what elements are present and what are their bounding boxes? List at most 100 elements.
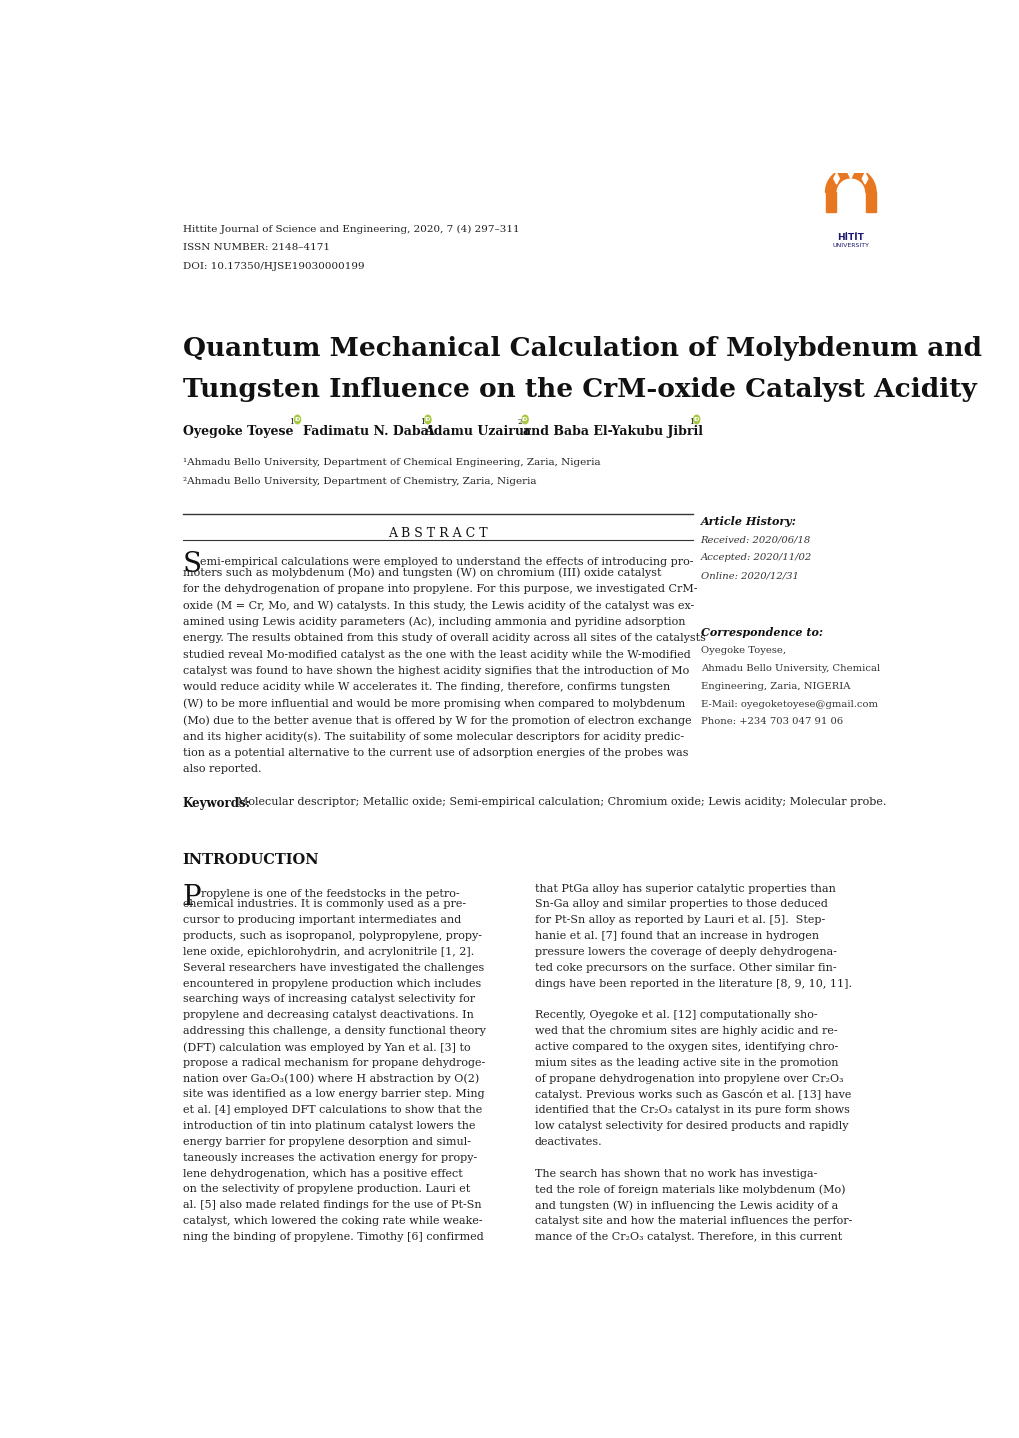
Text: wed that the chromium sites are highly acidic and re-: wed that the chromium sites are highly a… xyxy=(534,1027,837,1037)
Text: deactivates.: deactivates. xyxy=(534,1137,601,1148)
Text: 1: 1 xyxy=(688,418,693,427)
Text: Article History:: Article History: xyxy=(700,516,796,526)
Text: Several researchers have investigated the challenges: Several researchers have investigated th… xyxy=(182,963,484,974)
Text: 1: 1 xyxy=(420,418,425,427)
Text: searching ways of increasing catalyst selectivity for: searching ways of increasing catalyst se… xyxy=(182,995,475,1005)
Text: Oyegoke Toyese,: Oyegoke Toyese, xyxy=(700,647,785,656)
Text: Oyegoke Toyese: Oyegoke Toyese xyxy=(182,426,293,439)
Circle shape xyxy=(294,416,301,424)
Text: Correspondence to:: Correspondence to: xyxy=(700,627,821,637)
Text: A B S T R A C T: A B S T R A C T xyxy=(387,526,487,539)
Text: catalyst. Previous works such as Gascón et al. [13] have: catalyst. Previous works such as Gascón … xyxy=(534,1090,850,1100)
Text: for Pt-Sn alloy as reported by Lauri et al. [5].  Step-: for Pt-Sn alloy as reported by Lauri et … xyxy=(534,916,824,925)
Text: introduction of tin into platinum catalyst lowers the: introduction of tin into platinum cataly… xyxy=(182,1122,475,1132)
Text: dings have been reported in the literature [8, 9, 10, 11].: dings have been reported in the literatu… xyxy=(534,979,851,989)
Text: (Mo) due to the better avenue that is offered by W for the promotion of electron: (Mo) due to the better avenue that is of… xyxy=(182,715,691,726)
Text: Quantum Mechanical Calculation of Molybdenum and: Quantum Mechanical Calculation of Molybd… xyxy=(182,336,981,361)
Text: tion as a potential alternative to the current use of adsorption energies of the: tion as a potential alternative to the c… xyxy=(182,748,688,758)
Text: 2: 2 xyxy=(517,418,522,427)
Text: emi-empirical calculations were employed to understand the effects of introducin: emi-empirical calculations were employed… xyxy=(200,557,693,567)
Text: hanie et al. [7] found that an increase in hydrogen: hanie et al. [7] found that an increase … xyxy=(534,932,818,940)
Text: catalyst was found to have shown the highest acidity signifies that the introduc: catalyst was found to have shown the hig… xyxy=(182,666,689,676)
Polygon shape xyxy=(833,173,839,184)
Circle shape xyxy=(522,416,528,424)
Text: that PtGa alloy has superior catalytic properties than: that PtGa alloy has superior catalytic p… xyxy=(534,883,835,893)
Polygon shape xyxy=(847,167,853,178)
Text: Recently, Oyegoke et al. [12] computationally sho-: Recently, Oyegoke et al. [12] computatio… xyxy=(534,1011,816,1021)
Text: moters such as molybdenum (Mo) and tungsten (W) on chromium (III) oxide catalyst: moters such as molybdenum (Mo) and tungs… xyxy=(182,568,660,578)
Text: 1: 1 xyxy=(289,418,294,427)
Text: al. [5] also made related findings for the use of Pt-Sn: al. [5] also made related findings for t… xyxy=(182,1201,481,1211)
Text: Ahmadu Bello University, Chemical: Ahmadu Bello University, Chemical xyxy=(700,664,878,673)
Text: site was identified as a low energy barrier step. Ming: site was identified as a low energy barr… xyxy=(182,1090,484,1100)
Text: Molecular descriptor; Metallic oxide; Semi-empirical calculation; Chromium oxide: Molecular descriptor; Metallic oxide; Se… xyxy=(236,797,886,807)
Text: would reduce acidity while W accelerates it. The finding, therefore, confirms tu: would reduce acidity while W accelerates… xyxy=(182,683,669,692)
Polygon shape xyxy=(861,173,867,184)
Text: ISSN NUMBER: 2148–4171: ISSN NUMBER: 2148–4171 xyxy=(182,243,329,253)
Text: Online: 2020/12/31: Online: 2020/12/31 xyxy=(700,571,798,580)
Text: amined using Lewis acidity parameters (Ac), including ammonia and pyridine adsor: amined using Lewis acidity parameters (A… xyxy=(182,617,685,627)
Polygon shape xyxy=(824,168,875,193)
Text: E-Mail: oyegoketoyese@gmail.com: E-Mail: oyegoketoyese@gmail.com xyxy=(700,700,876,709)
Polygon shape xyxy=(865,193,875,213)
Text: Engineering, Zaria, NIGERIA: Engineering, Zaria, NIGERIA xyxy=(700,682,849,690)
Text: UNIVERSITY: UNIVERSITY xyxy=(832,243,868,249)
Text: mium sites as the leading active site in the promotion: mium sites as the leading active site in… xyxy=(534,1058,838,1068)
Text: The search has shown that no work has investiga-: The search has shown that no work has in… xyxy=(534,1169,816,1179)
Text: and tungsten (W) in influencing the Lewis acidity of a: and tungsten (W) in influencing the Lewi… xyxy=(534,1201,837,1211)
Text: iD: iD xyxy=(294,417,301,421)
Text: catalyst site and how the material influences the perfor-: catalyst site and how the material influ… xyxy=(534,1217,851,1227)
Text: INTRODUCTION: INTRODUCTION xyxy=(182,853,319,867)
Text: Fadimatu N. Dabai: Fadimatu N. Dabai xyxy=(303,426,433,439)
Text: identified that the Cr₂O₃ catalyst in its pure form shows: identified that the Cr₂O₃ catalyst in it… xyxy=(534,1106,849,1116)
Text: catalyst, which lowered the coking rate while weake-: catalyst, which lowered the coking rate … xyxy=(182,1217,482,1227)
Text: ted the role of foreign materials like molybdenum (Mo): ted the role of foreign materials like m… xyxy=(534,1185,845,1195)
Text: ted coke precursors on the surface. Other similar fin-: ted coke precursors on the surface. Othe… xyxy=(534,963,836,974)
Text: active compared to the oxygen sites, identifying chro-: active compared to the oxygen sites, ide… xyxy=(534,1043,837,1053)
Text: taneously increases the activation energy for propy-: taneously increases the activation energ… xyxy=(182,1153,477,1163)
Text: iD: iD xyxy=(693,417,699,421)
Text: and its higher acidity(s). The suitability of some molecular descriptors for aci: and its higher acidity(s). The suitabili… xyxy=(182,732,684,742)
Text: low catalyst selectivity for desired products and rapidly: low catalyst selectivity for desired pro… xyxy=(534,1122,847,1132)
Text: oxide (M = Cr, Mo, and W) catalysts. In this study, the Lewis acidity of the cat: oxide (M = Cr, Mo, and W) catalysts. In … xyxy=(182,601,693,611)
Circle shape xyxy=(693,416,699,424)
Text: and Baba El-Yakubu Jibril: and Baba El-Yakubu Jibril xyxy=(522,426,702,439)
Text: (DFT) calculation was employed by Yan et al. [3] to: (DFT) calculation was employed by Yan et… xyxy=(182,1043,470,1053)
Text: iD: iD xyxy=(424,417,431,421)
Text: ¹Ahmadu Bello University, Department of Chemical Engineering, Zaria, Nigeria: ¹Ahmadu Bello University, Department of … xyxy=(182,459,600,467)
Text: mance of the Cr₂O₃ catalyst. Therefore, in this current: mance of the Cr₂O₃ catalyst. Therefore, … xyxy=(534,1232,841,1242)
Text: (W) to be more influential and would be more promising when compared to molybden: (W) to be more influential and would be … xyxy=(182,699,685,709)
Text: products, such as isopropanol, polypropylene, propy-: products, such as isopropanol, polypropy… xyxy=(182,932,481,940)
Text: Phone: +234 703 047 91 06: Phone: +234 703 047 91 06 xyxy=(700,718,842,726)
Text: iD: iD xyxy=(522,417,528,421)
Text: lene dehydrogenation, which has a positive effect: lene dehydrogenation, which has a positi… xyxy=(182,1169,463,1179)
Text: Hittite Journal of Science and Engineering, 2020, 7 (4) 297–311: Hittite Journal of Science and Engineeri… xyxy=(182,224,519,234)
Text: P: P xyxy=(182,883,202,910)
Text: also reported.: also reported. xyxy=(182,764,261,774)
Text: Tungsten Influence on the CrM-oxide Catalyst Acidity: Tungsten Influence on the CrM-oxide Cata… xyxy=(182,377,975,403)
Text: DOI: 10.17350/HJSE19030000199: DOI: 10.17350/HJSE19030000199 xyxy=(182,262,364,272)
Text: Received: 2020/06/18: Received: 2020/06/18 xyxy=(700,536,810,545)
Text: ²Ahmadu Bello University, Department of Chemistry, Zaria, Nigeria: ²Ahmadu Bello University, Department of … xyxy=(182,477,536,486)
Text: ropylene is one of the feedstocks in the petro-: ropylene is one of the feedstocks in the… xyxy=(201,889,460,899)
Text: Keywords:: Keywords: xyxy=(182,797,251,810)
Text: energy barrier for propylene desorption and simul-: energy barrier for propylene desorption … xyxy=(182,1137,471,1148)
Text: lene oxide, epichlorohydrin, and acrylonitrile [1, 2].: lene oxide, epichlorohydrin, and acrylon… xyxy=(182,948,474,956)
Text: S: S xyxy=(182,551,202,578)
Text: et al. [4] employed DFT calculations to show that the: et al. [4] employed DFT calculations to … xyxy=(182,1106,482,1116)
Text: nation over Ga₂O₃(100) where H abstraction by O(2): nation over Ga₂O₃(100) where H abstracti… xyxy=(182,1074,479,1084)
Text: encountered in propylene production which includes: encountered in propylene production whic… xyxy=(182,979,481,989)
Text: of propane dehydrogenation into propylene over Cr₂O₃: of propane dehydrogenation into propylen… xyxy=(534,1074,843,1084)
Text: cursor to producing important intermediates and: cursor to producing important intermedia… xyxy=(182,916,461,925)
Text: energy. The results obtained from this study of overall acidity across all sites: energy. The results obtained from this s… xyxy=(182,633,705,643)
Text: Accepted: 2020/11/02: Accepted: 2020/11/02 xyxy=(700,554,811,562)
Text: pressure lowers the coverage of deeply dehydrogena-: pressure lowers the coverage of deeply d… xyxy=(534,948,836,956)
Text: propose a radical mechanism for propane dehydroge-: propose a radical mechanism for propane … xyxy=(182,1058,485,1068)
Text: addressing this challenge, a density functional theory: addressing this challenge, a density fun… xyxy=(182,1027,485,1037)
Text: studied reveal Mo-modified catalyst as the one with the least acidity while the : studied reveal Mo-modified catalyst as t… xyxy=(182,650,690,660)
Text: Sn-Ga alloy and similar properties to those deduced: Sn-Ga alloy and similar properties to th… xyxy=(534,900,826,909)
Text: HİTİT: HİTİT xyxy=(837,233,863,243)
Text: chemical industries. It is commonly used as a pre-: chemical industries. It is commonly used… xyxy=(182,900,466,909)
Text: for the dehydrogenation of propane into propylene. For this purpose, we investig: for the dehydrogenation of propane into … xyxy=(182,584,697,594)
Text: ning the binding of propylene. Timothy [6] confirmed: ning the binding of propylene. Timothy [… xyxy=(182,1232,483,1242)
